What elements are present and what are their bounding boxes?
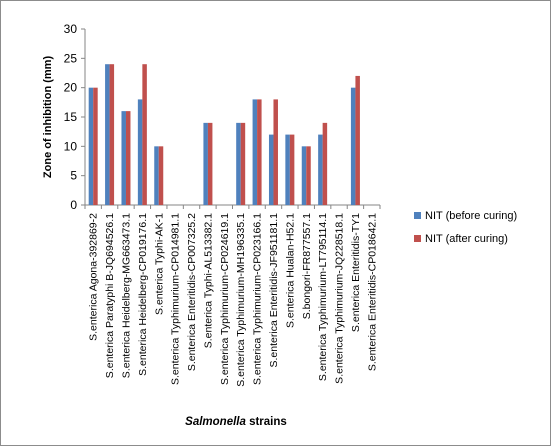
x-tick-labels: S.enterica Agona-392869-2 S.enterica Para…	[88, 213, 379, 387]
bar-after-curing	[125, 111, 131, 205]
bar-before-curing	[88, 87, 94, 205]
bar-before-curing	[105, 64, 110, 205]
y-axis-label: Zone of inhibition (mm)	[42, 56, 54, 179]
category-label: S.enterica Paratyphi B-JQ694526.1	[104, 213, 116, 378]
bars	[88, 64, 360, 206]
y-tick-label: 25	[64, 51, 78, 65]
bar-after-curing	[273, 99, 278, 205]
bar-after-curing	[240, 122, 246, 205]
x-axis-label: Salmonella strains	[185, 416, 287, 428]
legend: NIT (before curing) NIT (after curing)	[414, 210, 517, 245]
category-label: S.bongori-FR877557.1	[301, 213, 313, 319]
category-label: S.enterica Hualan-H52.1	[284, 213, 296, 328]
bar-before-curing	[252, 99, 258, 205]
bar-after-curing	[93, 87, 98, 205]
bar-before-curing	[318, 134, 323, 205]
bar-after-curing	[207, 122, 213, 205]
category-label: S.enterica Enteritidis-CP007325.2	[186, 213, 198, 371]
category-label: S.enterica Enteritidis-JF951181.1	[268, 213, 280, 368]
category-label: S.enterica Typhimurium-LT795114.1	[317, 213, 329, 381]
bar-before-curing	[268, 134, 274, 205]
legend-swatch-after-curing	[414, 235, 421, 242]
bar-before-curing	[236, 122, 241, 205]
bar-before-curing	[285, 134, 290, 205]
category-label: S.enterica Enteritidis-CP018642.1	[366, 213, 378, 371]
legend-swatch-before-curing	[414, 212, 421, 219]
bar-before-curing	[301, 146, 307, 205]
category-label: S.enterica Enteritidis-TY1	[350, 213, 362, 332]
bar-before-curing	[121, 111, 126, 205]
y-tick-label: 5	[70, 169, 77, 183]
bar-after-curing	[158, 146, 164, 205]
bar-after-curing	[355, 75, 360, 206]
bar-after-curing	[257, 99, 262, 205]
y-tick-label: 15	[64, 110, 78, 124]
category-label: S.enterica Typhimurium-CP024619.1	[219, 213, 231, 385]
bar-after-curing	[306, 146, 311, 205]
legend-label-before-curing: NIT (before curing)	[425, 210, 517, 222]
bar-before-curing	[203, 122, 208, 205]
y-tick-labels: 0 5 10 15 20 25 30	[64, 22, 78, 212]
bar-before-curing	[137, 99, 143, 205]
bar-before-curing	[350, 87, 356, 205]
category-label: S.enterica Heidelberg-MG663473.1	[120, 213, 132, 378]
legend-label-after-curing: NIT (after curing)	[425, 233, 508, 245]
bar-after-curing	[142, 64, 147, 205]
category-label: S.enterica Typhimurium-CP023166.1	[252, 213, 264, 385]
bar-after-curing	[289, 134, 295, 205]
category-label: S.enterica Typhi-AK-1	[153, 213, 165, 315]
category-label: S.enterica Typhimurium-MH196335.1	[235, 213, 247, 387]
y-tick-label: 30	[64, 22, 78, 36]
bar-before-curing	[154, 146, 159, 205]
category-label: S.enterica Typhi-AL513382.1	[202, 213, 214, 348]
bar-after-curing	[322, 122, 328, 205]
y-tick-label: 20	[64, 81, 78, 95]
category-label: S.enterica Agona-392869-2	[88, 213, 100, 341]
bar-after-curing	[109, 64, 115, 205]
category-label: S.enterica Typhimurium-JQ228518.1	[334, 213, 346, 384]
y-tick-label: 10	[64, 139, 78, 153]
category-label: S.enterica Heidelberg-CP019176.1	[137, 213, 149, 376]
x-axis-label-rest: strains	[246, 416, 287, 428]
x-axis-label-italic: Salmonella	[185, 416, 246, 428]
axes	[81, 28, 381, 209]
category-label: S.enterica Typhimurium-CP014981.1	[170, 213, 182, 385]
y-tick-label: 0	[70, 198, 77, 212]
